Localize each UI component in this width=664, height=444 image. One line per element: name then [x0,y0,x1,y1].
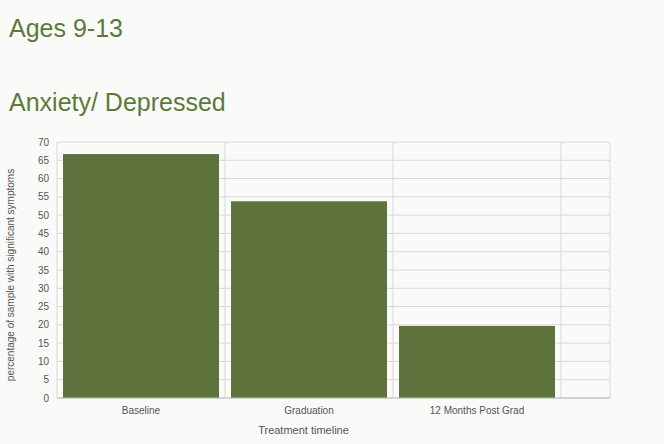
y-tick-label: 40 [38,246,50,257]
v-grid-line [393,142,394,398]
y-tick-label: 45 [38,228,50,239]
title: Anxiety/ Depressed [9,88,226,116]
y-tick-label: 55 [38,191,50,202]
y-tick-label: 0 [43,393,49,404]
v-grid-line [561,142,562,398]
x-axis-label: Treatment timeline [258,424,349,436]
y-tick-label: 10 [38,356,50,367]
y-tick-label: 70 [38,137,50,148]
y-tick-label: 35 [38,265,50,276]
grid [57,142,610,398]
x-tick-label: Baseline [122,405,161,416]
y-tick-label: 60 [38,173,50,184]
y-tick-label: 50 [38,210,50,221]
bar [63,154,219,398]
v-grid-line [225,142,226,398]
y-tick-label: 30 [38,283,50,294]
y-ticks: 0 5 10 15 20 25 30 35 40 45 50 55 60 65 70 [38,137,50,404]
grid-line [57,142,610,143]
chart-root: Ages 9-13 Anxiety/ Depressed 0 5 10 15 20 25 30 3… [0,0,664,444]
chart-svg: Ages 9-13 Anxiety/ Depressed 0 5 10 15 20 25 30 3… [0,0,664,444]
bar [399,326,555,398]
bar [231,201,387,398]
y-tick-label: 5 [43,374,49,385]
v-grid-line [57,142,58,398]
bars [63,154,555,398]
subtitle: Ages 9-13 [9,14,123,42]
y-tick-label: 15 [38,338,50,349]
y-tick-label: 20 [38,319,50,330]
x-tick-label: 12 Months Post Grad [430,405,525,416]
y-tick-label: 65 [38,155,50,166]
grid-line [57,398,610,399]
x-axis-line [57,398,610,399]
y-tick-label: 25 [38,301,50,312]
y-axis-label: percentage of sample with significant sy… [5,169,16,381]
v-grid-line [610,142,611,398]
x-tick-label: Graduation [284,405,333,416]
